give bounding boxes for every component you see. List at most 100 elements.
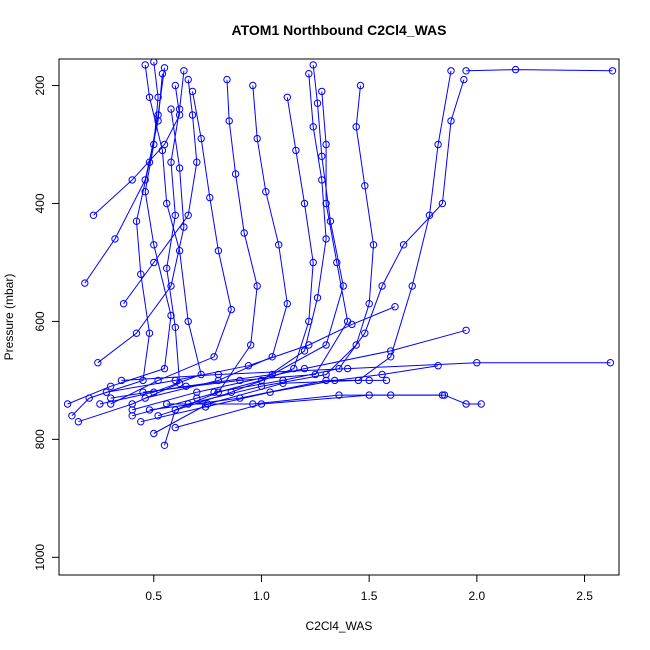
series-line — [97, 109, 185, 364]
data-point — [606, 359, 615, 367]
profile-series — [128, 326, 470, 414]
data-point — [184, 211, 192, 220]
data-point — [163, 199, 171, 208]
data-point — [160, 140, 169, 149]
data-point — [322, 235, 330, 243]
data-point — [210, 388, 218, 396]
series-line — [466, 69, 613, 72]
data-point — [438, 391, 447, 399]
data-point — [305, 317, 313, 326]
data-point — [201, 403, 210, 411]
y-tick-label: 1000 — [33, 544, 47, 571]
data-point — [253, 134, 261, 143]
data-point — [447, 67, 455, 75]
data-point — [154, 412, 162, 420]
series-line — [99, 64, 202, 405]
data-point — [188, 87, 197, 96]
series-line — [132, 73, 327, 417]
data-point — [361, 182, 369, 190]
data-point — [369, 241, 378, 249]
data-point — [511, 65, 520, 74]
data-point — [154, 117, 162, 125]
data-point — [322, 199, 330, 208]
data-point — [309, 258, 317, 267]
data-point — [107, 382, 115, 390]
profile-series — [63, 59, 175, 408]
profile-series — [171, 391, 485, 432]
data-point — [171, 423, 180, 432]
data-point — [214, 247, 223, 255]
profile-series — [210, 75, 468, 396]
profile-series — [462, 65, 617, 75]
data-point — [290, 364, 298, 373]
data-point — [266, 388, 274, 396]
data-point — [339, 282, 347, 290]
data-point — [309, 61, 317, 69]
data-point — [139, 376, 147, 385]
data-point — [193, 388, 201, 396]
data-point — [137, 270, 145, 278]
data-point — [167, 311, 175, 320]
data-point — [171, 323, 180, 331]
profile-series — [141, 81, 291, 402]
profile-series — [163, 391, 447, 408]
data-point — [333, 258, 341, 267]
data-point — [63, 400, 72, 408]
data-point — [197, 134, 205, 143]
data-series-layer — [63, 59, 617, 449]
data-point — [184, 317, 192, 326]
data-point — [391, 303, 399, 311]
data-point — [434, 362, 442, 370]
y-tick-label: 200 — [33, 75, 47, 95]
data-point — [210, 353, 218, 361]
data-point — [128, 176, 136, 184]
data-point — [167, 105, 175, 113]
profile-series — [154, 93, 317, 420]
series-line — [140, 365, 439, 423]
data-point — [305, 70, 313, 78]
data-point — [193, 158, 201, 166]
data-point — [128, 406, 136, 414]
series-line — [132, 329, 467, 411]
y-axis-label: Pressure (mbar) — [2, 274, 16, 361]
data-point — [343, 364, 352, 373]
data-point — [322, 140, 330, 149]
data-point — [119, 300, 128, 308]
data-point — [81, 279, 89, 287]
data-point — [326, 217, 335, 225]
data-point — [352, 123, 360, 131]
profile-series — [96, 61, 205, 408]
data-point — [150, 241, 158, 249]
x-tick-label: 2.5 — [576, 589, 593, 603]
data-point — [214, 376, 223, 385]
data-point — [132, 217, 141, 225]
data-point — [141, 188, 149, 196]
profile-series — [74, 67, 188, 426]
data-point — [150, 429, 158, 438]
data-point — [408, 282, 416, 290]
data-point — [94, 359, 102, 367]
data-point — [318, 87, 326, 96]
series-line — [214, 79, 465, 393]
data-point — [145, 93, 154, 102]
data-point — [387, 353, 395, 361]
data-point — [335, 364, 343, 373]
data-point — [361, 329, 369, 337]
data-point — [378, 370, 386, 379]
series-line — [110, 64, 344, 399]
data-point — [300, 199, 309, 208]
data-point — [132, 329, 141, 337]
data-point — [313, 99, 322, 107]
data-point — [460, 75, 468, 84]
data-point — [447, 117, 455, 125]
data-point — [150, 59, 158, 66]
data-point — [206, 193, 214, 202]
data-point — [227, 305, 236, 314]
data-point — [247, 341, 255, 349]
data-point — [462, 326, 470, 334]
series-line — [153, 70, 452, 434]
data-point — [231, 170, 240, 178]
x-tick-label: 1.5 — [361, 589, 378, 603]
series-line — [110, 91, 232, 405]
